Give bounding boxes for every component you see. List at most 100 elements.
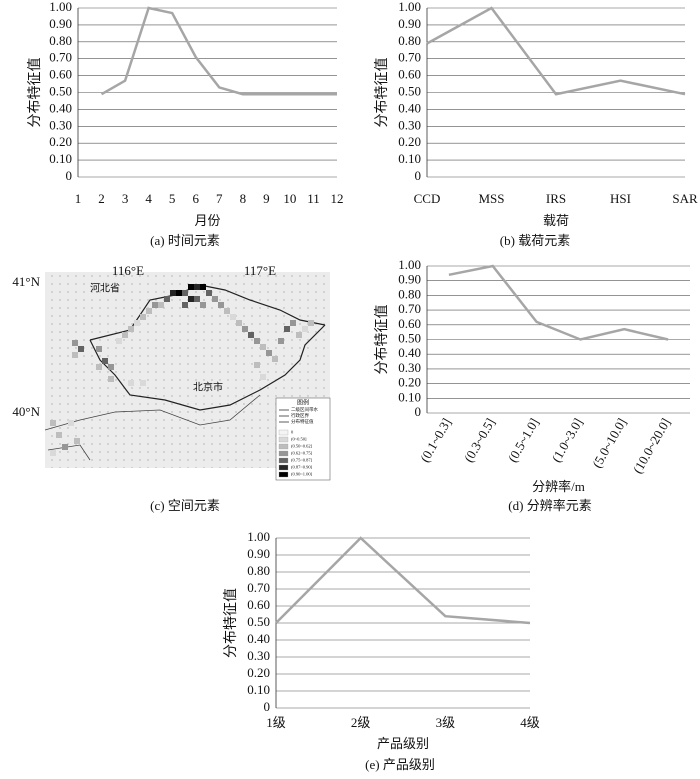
raster-cell (122, 332, 128, 338)
data-line (448, 264, 669, 341)
legend-swatch (278, 450, 289, 457)
legend-label: 二级区间带水 (291, 406, 318, 413)
x-tick-label: (1.0~3.0] (549, 415, 586, 464)
raster-cell (272, 356, 278, 362)
raster-cell (260, 374, 266, 380)
y-tick-label: 0.50 (398, 83, 421, 98)
y-tick-label: 0.30 (398, 360, 421, 375)
y-tick-label: 0.30 (398, 117, 421, 132)
x-tick-label: 12 (331, 191, 344, 206)
raster-cell (128, 326, 134, 332)
caption: (e) 产品级别 (365, 757, 435, 772)
y-tick-label: 0.60 (398, 316, 421, 331)
raster-cell (164, 296, 170, 302)
x-tick-label: HSI (610, 191, 631, 206)
raster-cell (296, 332, 302, 338)
y-tick-label: 0 (66, 168, 73, 183)
raster-cell (72, 352, 78, 358)
y-axis-label: 分布特征值 (374, 305, 390, 375)
legend-swatch (278, 457, 289, 464)
y-tick-label: 0.10 (398, 151, 421, 166)
raster-cell (96, 364, 102, 370)
legend-label: 分布特征值 (291, 418, 314, 425)
legend-label: (0~0.50] (291, 437, 307, 442)
y-axis-label: 分布特征值 (374, 58, 390, 128)
raster-cell (140, 380, 146, 386)
y-tick-label: 0.10 (398, 389, 421, 404)
y-tick-label: 0.80 (398, 286, 421, 301)
x-axis-label: 月份 (194, 213, 220, 228)
caption: (d) 分辨率元素 (508, 498, 591, 513)
raster-cell (266, 350, 272, 356)
y-axis-label: 分布特征值 (27, 58, 43, 128)
y-tick-label: 0.60 (49, 67, 72, 82)
x-axis-label: 分辨率/m (532, 479, 585, 494)
raster-cell (50, 450, 56, 456)
data-line (426, 6, 686, 96)
raster-cell (108, 364, 114, 370)
y-tick-label: 0.90 (398, 272, 421, 287)
map-panel: 116°E 117°E 41°N 40°N 河北省北京市图例二级区间带水行政区界分布特征… (12, 263, 331, 481)
y-tick-label: 0.70 (247, 580, 270, 595)
lat-label: 41°N (12, 274, 40, 289)
legend-label: (0.75~0.87] (291, 458, 313, 463)
data-line (100, 6, 337, 96)
raster-cell (242, 326, 248, 332)
legend-label: (0.90~1.00] (291, 472, 313, 477)
legend-swatch (278, 436, 289, 443)
y-tick-label: 0.60 (247, 597, 270, 612)
y-tick-label: 0.40 (49, 100, 72, 115)
y-tick-label: 1.00 (49, 0, 72, 14)
x-tick-label: 2级 (351, 715, 371, 730)
y-tick-label: 0.30 (49, 117, 72, 132)
x-tick-label: (0.1~0.3] (417, 415, 454, 464)
legend-label: 0 (291, 430, 294, 435)
y-tick-label: 0.90 (398, 16, 421, 31)
y-tick-label: 0.20 (247, 665, 270, 680)
raster-cell (50, 420, 56, 426)
raster-cell (152, 302, 158, 308)
raster-cell (290, 320, 296, 326)
x-tick-label: 3 (122, 191, 129, 206)
y-tick-label: 0.40 (398, 345, 421, 360)
y-tick-label: 0.20 (398, 375, 421, 390)
raster-cell (194, 284, 200, 290)
y-tick-label: 0 (415, 168, 422, 183)
legend-swatch (278, 429, 289, 436)
raster-cell (182, 290, 188, 296)
raster-cell (254, 362, 260, 368)
x-axis-label: 载荷 (543, 213, 569, 228)
raster-cell (218, 302, 224, 308)
raster-cell (78, 346, 84, 352)
x-tick-label: 3级 (436, 715, 456, 730)
x-tick-label: SAR (672, 191, 698, 206)
y-tick-label: 0.20 (398, 134, 421, 149)
raster-cell (254, 338, 260, 344)
raster-cell (108, 376, 114, 382)
raster-cell (116, 338, 122, 344)
y-tick-label: 0.70 (398, 50, 421, 65)
x-tick-label: 11 (307, 191, 320, 206)
legend-swatch (278, 443, 289, 450)
raster-cell (308, 320, 314, 326)
y-tick-label: 0.30 (247, 648, 270, 663)
raster-cell (56, 432, 62, 438)
legend-label: 行政区界 (291, 412, 309, 419)
caption: (b) 载荷元素 (500, 233, 570, 248)
place-label: 河北省 (90, 281, 120, 294)
raster-cell (68, 420, 74, 426)
y-tick-label: 0.10 (49, 151, 72, 166)
raster-cell (182, 302, 188, 308)
raster-cell (188, 284, 194, 290)
y-tick-label: 1.00 (398, 0, 421, 14)
raster-cell (96, 346, 102, 352)
legend-label: (0.87~0.90] (291, 465, 313, 470)
legend-swatch (278, 471, 289, 478)
x-tick-label: 6 (192, 191, 199, 206)
y-tick-label: 0.10 (247, 682, 270, 697)
x-tick-label: (0.5~1.0] (505, 415, 542, 464)
raster-cell (170, 290, 176, 296)
y-tick-label: 0.50 (398, 330, 421, 345)
raster-cell (206, 290, 212, 296)
